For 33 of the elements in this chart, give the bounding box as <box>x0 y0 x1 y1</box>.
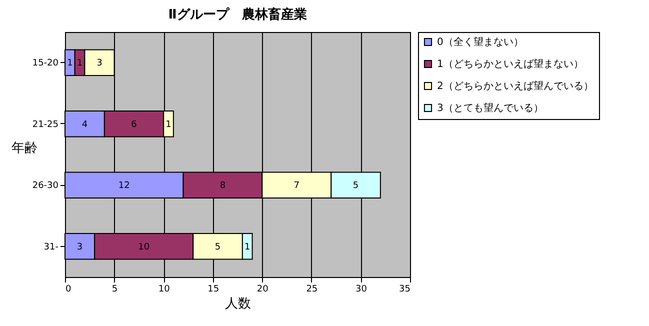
legend-label: 0（全く望まない） <box>437 36 524 48</box>
legend-label: 1（どちらかといえば望まない） <box>437 58 584 70</box>
legend-label: 3（とても望んでいる） <box>437 102 544 114</box>
data-label: 5 <box>214 242 221 252</box>
x-tick-label: 5 <box>112 284 118 294</box>
data-label: 3 <box>76 242 83 252</box>
x-axis-title: 人数 <box>225 296 251 312</box>
y-tick-label: 31- <box>44 242 58 252</box>
x-tick-label: 35 <box>399 284 410 294</box>
x-tick-label: 15 <box>208 284 220 294</box>
data-label: 5 <box>352 181 359 192</box>
chart-title: Ⅱグループ 農林畜産業 <box>168 6 307 22</box>
y-axis-title: 年齢 <box>11 141 38 156</box>
data-label: 1 <box>244 242 250 252</box>
x-tick-label: 10 <box>158 284 170 294</box>
data-label: 8 <box>220 181 226 192</box>
y-tick-label: 26-30 <box>32 181 59 192</box>
legend-label: 2（どちらかといえば望んでいる） <box>437 80 594 92</box>
x-tick-label: 20 <box>256 284 269 294</box>
x-tick-label: 0 <box>66 284 72 294</box>
data-label: 6 <box>131 120 138 130</box>
x-tick-label: 25 <box>306 284 318 294</box>
y-tick-label: 15-20 <box>32 58 59 69</box>
data-label: 3 <box>96 58 102 69</box>
data-label: 1 <box>67 58 73 69</box>
data-label: 10 <box>138 242 150 252</box>
x-tick-label: 30 <box>355 284 368 294</box>
data-label: 12 <box>118 181 130 192</box>
data-label: 1 <box>166 120 172 130</box>
y-tick-label: 21-25 <box>32 120 58 130</box>
data-label: 1 <box>76 58 83 69</box>
data-label: 4 <box>82 120 88 130</box>
data-label: 7 <box>294 181 300 192</box>
